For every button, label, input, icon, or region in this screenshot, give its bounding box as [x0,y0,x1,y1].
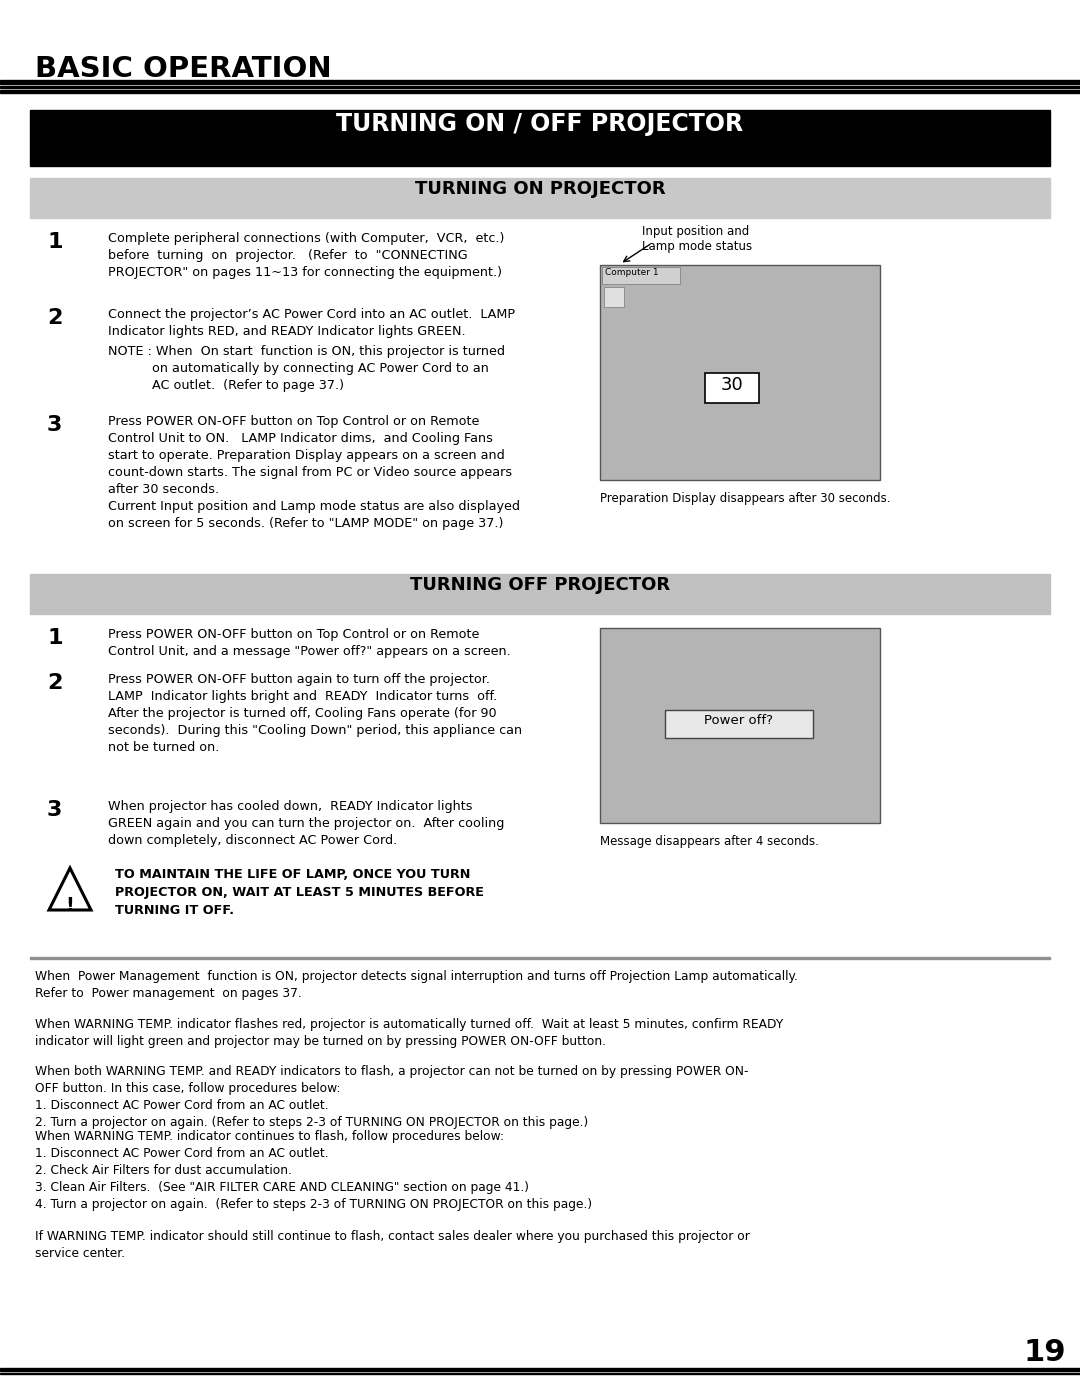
Bar [602,267,680,284]
Text: 30: 30 [720,376,743,394]
Text: When WARNING TEMP. indicator flashes red, projector is automatically turned off.: When WARNING TEMP. indicator flashes red… [35,1018,783,1048]
Text: When  Power Management  function is ON, projector detects signal interruption an: When Power Management function is ON, pr… [35,970,798,1000]
Bar [0,80,1080,84]
Text: 2: 2 [48,673,63,693]
Text: Press POWER ON-OFF button on Top Control or on Remote
Control Unit to ON.   LAMP: Press POWER ON-OFF button on Top Control… [108,415,519,529]
Bar [705,373,759,402]
Text: Connect the projector’s AC Power Cord into an AC outlet.  LAMP
Indicator lights : Connect the projector’s AC Power Cord in… [108,307,515,338]
Text: 1: 1 [48,232,63,251]
Text: TO MAINTAIN THE LIFE OF LAMP, ONCE YOU TURN
PROJECTOR ON, WAIT AT LEAST 5 MINUTE: TO MAINTAIN THE LIFE OF LAMP, ONCE YOU T… [114,868,484,916]
Text: Power off?: Power off? [704,714,773,726]
Text: TURNING ON PROJECTOR: TURNING ON PROJECTOR [415,180,665,198]
Bar [0,1368,1080,1370]
Text: 19: 19 [1024,1338,1066,1368]
Text: TURNING ON / OFF PROJECTOR: TURNING ON / OFF PROJECTOR [337,112,743,136]
Text: Preparation Display disappears after 30 seconds.: Preparation Display disappears after 30 … [600,492,891,504]
Text: NOTE : When  On start  function is ON, this projector is turned
           on au: NOTE : When On start function is ON, thi… [108,345,505,393]
Bar [0,89,1080,94]
Text: Press POWER ON-OFF button again to turn off the projector.
LAMP  Indicator light: Press POWER ON-OFF button again to turn … [108,673,522,754]
Text: Complete peripheral connections (with Computer,  VCR,  etc.)
before  turning  on: Complete peripheral connections (with Co… [108,232,504,279]
Text: 2: 2 [48,307,63,328]
Text: 3: 3 [48,415,63,434]
Text: Press POWER ON-OFF button on Top Control or on Remote
Control Unit, and a messag: Press POWER ON-OFF button on Top Control… [108,629,511,658]
Bar [600,265,880,481]
Text: Computer 1: Computer 1 [605,268,659,277]
Text: When both WARNING TEMP. and READY indicators to flash, a projector can not be tu: When both WARNING TEMP. and READY indica… [35,1065,748,1129]
Text: !: ! [66,895,75,915]
Bar [665,710,813,738]
Text: Message disappears after 4 seconds.: Message disappears after 4 seconds. [600,835,819,848]
Bar [30,177,1050,218]
Text: BASIC OPERATION: BASIC OPERATION [35,54,332,82]
Bar [0,87,1080,88]
Bar [604,286,624,307]
Text: TURNING OFF PROJECTOR: TURNING OFF PROJECTOR [410,576,670,594]
Text: Input position and
Lamp mode status: Input position and Lamp mode status [642,225,752,253]
Bar [30,957,1050,958]
Bar [600,629,880,823]
Bar [30,574,1050,615]
Text: When projector has cooled down,  READY Indicator lights
GREEN again and you can : When projector has cooled down, READY In… [108,800,504,847]
Text: If WARNING TEMP. indicator should still continue to flash, contact sales dealer : If WARNING TEMP. indicator should still … [35,1229,750,1260]
Text: 3: 3 [48,800,63,820]
Text: When WARNING TEMP. indicator continues to flash, follow procedures below:
1. Dis: When WARNING TEMP. indicator continues t… [35,1130,592,1211]
Polygon shape [49,868,91,909]
Text: 1: 1 [48,629,63,648]
Bar [30,110,1050,166]
